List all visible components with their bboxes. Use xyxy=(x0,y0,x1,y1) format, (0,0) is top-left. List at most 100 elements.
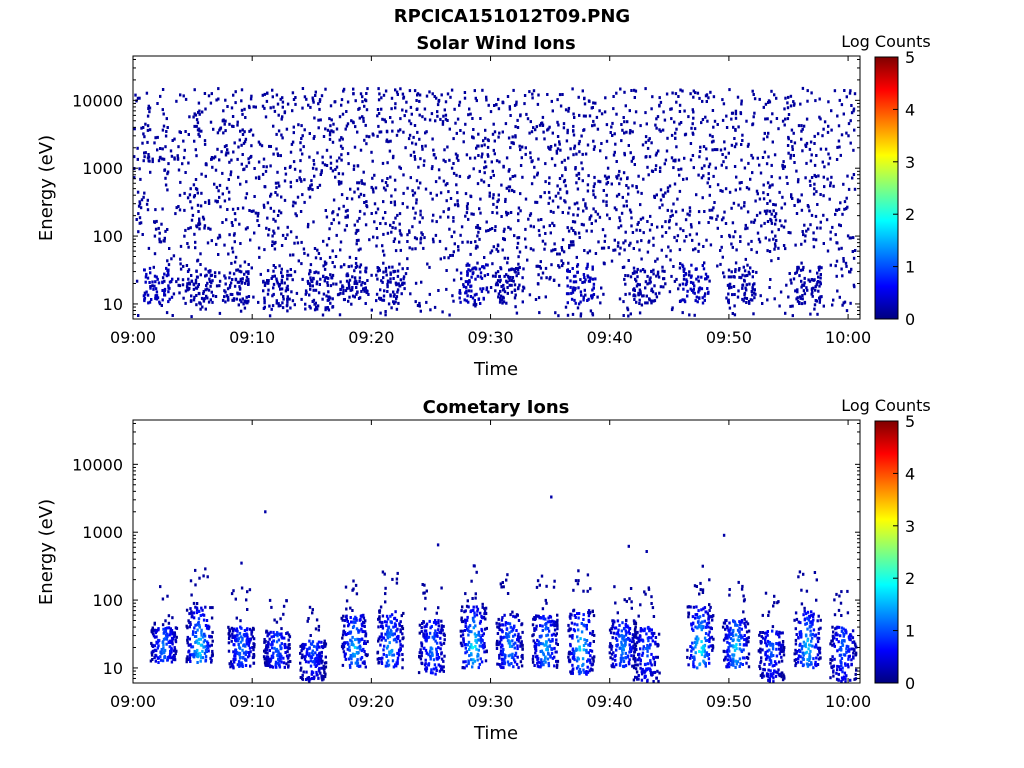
heatmap-cell xyxy=(192,183,196,187)
heatmap-cell xyxy=(400,614,403,618)
heatmap-cell xyxy=(383,289,386,293)
heatmap-cell xyxy=(700,176,704,180)
heatmap-cell xyxy=(764,102,768,106)
heatmap-cell xyxy=(789,304,792,308)
heatmap-cell xyxy=(433,95,436,98)
heatmap-cell xyxy=(268,657,271,661)
heatmap-cell xyxy=(430,112,434,116)
heatmap-cell xyxy=(617,241,620,245)
heatmap-cell xyxy=(847,134,850,138)
heatmap-cell xyxy=(481,643,485,647)
heatmap-cell xyxy=(633,298,636,301)
heatmap-cell xyxy=(789,104,793,108)
heatmap-cell xyxy=(740,158,743,162)
heatmap-cell xyxy=(280,660,283,664)
heatmap-cell xyxy=(618,252,621,256)
heatmap-cell xyxy=(366,640,369,644)
heatmap-cell xyxy=(338,313,342,317)
heatmap-cell xyxy=(409,105,413,109)
heatmap-cell xyxy=(406,205,409,209)
heatmap-cell xyxy=(234,638,237,642)
heatmap-cell xyxy=(357,238,360,242)
heatmap-cell xyxy=(137,314,140,317)
heatmap-cell xyxy=(842,182,845,186)
heatmap-cell xyxy=(271,244,274,247)
heatmap-cell xyxy=(157,226,160,230)
figure-title: RPCICA151012T09.PNG xyxy=(393,6,631,27)
heatmap-cell xyxy=(623,131,626,135)
heatmap-cell xyxy=(323,639,326,643)
heatmap-cell xyxy=(183,208,186,212)
heatmap-cell xyxy=(262,289,265,293)
heatmap-cell xyxy=(548,181,551,185)
heatmap-cell xyxy=(204,624,208,627)
heatmap-cell xyxy=(263,299,266,303)
heatmap-cell xyxy=(649,280,652,284)
heatmap-cell xyxy=(264,657,267,661)
heatmap-cell xyxy=(418,137,421,141)
heatmap-cell xyxy=(217,87,220,91)
heatmap-cell xyxy=(772,209,775,213)
heatmap-cell xyxy=(583,288,586,292)
heatmap-cell xyxy=(724,155,728,159)
heatmap-cell xyxy=(199,252,202,256)
heatmap-cell xyxy=(322,292,326,296)
heatmap-cell xyxy=(230,261,233,265)
heatmap-cell xyxy=(305,97,308,101)
heatmap-cell xyxy=(241,206,245,210)
heatmap-cell xyxy=(536,173,539,177)
heatmap-cell xyxy=(818,97,821,101)
heatmap-cell xyxy=(253,231,256,235)
heatmap-cell xyxy=(440,643,443,647)
heatmap-cell xyxy=(411,141,414,145)
heatmap-cell xyxy=(235,616,238,620)
heatmap-cell xyxy=(349,638,352,642)
heatmap-cell xyxy=(727,275,731,279)
heatmap-cell xyxy=(428,265,431,269)
heatmap-cell xyxy=(451,253,454,257)
heatmap-cell xyxy=(750,290,753,293)
heatmap-cell xyxy=(319,257,322,261)
heatmap-cell xyxy=(360,649,363,653)
heatmap-cell xyxy=(166,635,169,638)
heatmap-cell xyxy=(386,282,389,286)
heatmap-cell xyxy=(150,653,154,657)
heatmap-cell xyxy=(322,264,325,268)
heatmap-cell xyxy=(808,179,812,183)
heatmap-cell xyxy=(484,617,487,621)
heatmap-cell xyxy=(689,223,693,227)
heatmap-cell xyxy=(848,270,851,274)
heatmap-cell xyxy=(155,635,158,639)
heatmap-cell xyxy=(239,661,243,665)
heatmap-cell xyxy=(394,88,397,92)
heatmap-cell xyxy=(317,271,320,275)
heatmap-cell xyxy=(602,246,606,250)
heatmap-cell xyxy=(818,115,821,119)
heatmap-cell xyxy=(804,176,807,180)
heatmap-cell xyxy=(610,259,614,263)
heatmap-cell xyxy=(331,305,335,309)
heatmap-cell xyxy=(586,265,589,269)
heatmap-cell xyxy=(310,642,314,646)
heatmap-cell xyxy=(475,146,478,150)
heatmap-cell xyxy=(533,175,536,179)
plot-frame xyxy=(132,55,861,320)
heatmap-cell xyxy=(200,606,203,610)
heatmap-cell xyxy=(817,174,820,178)
heatmap-cell xyxy=(516,268,520,272)
heatmap-cell xyxy=(644,280,648,284)
heatmap-cell xyxy=(323,644,326,648)
heatmap-cell xyxy=(221,192,224,196)
heatmap-cell xyxy=(743,279,746,283)
heatmap-cell xyxy=(286,102,290,106)
heatmap-cell xyxy=(350,197,354,201)
heatmap-cell xyxy=(199,643,203,647)
heatmap-cell xyxy=(277,226,280,230)
heatmap-cell xyxy=(837,124,841,128)
heatmap-cell xyxy=(327,295,330,299)
heatmap-cell xyxy=(386,161,389,165)
heatmap-cell xyxy=(273,231,276,235)
heatmap-cell xyxy=(573,287,576,291)
heatmap-cell xyxy=(226,296,230,299)
heatmap-cell xyxy=(465,211,469,215)
